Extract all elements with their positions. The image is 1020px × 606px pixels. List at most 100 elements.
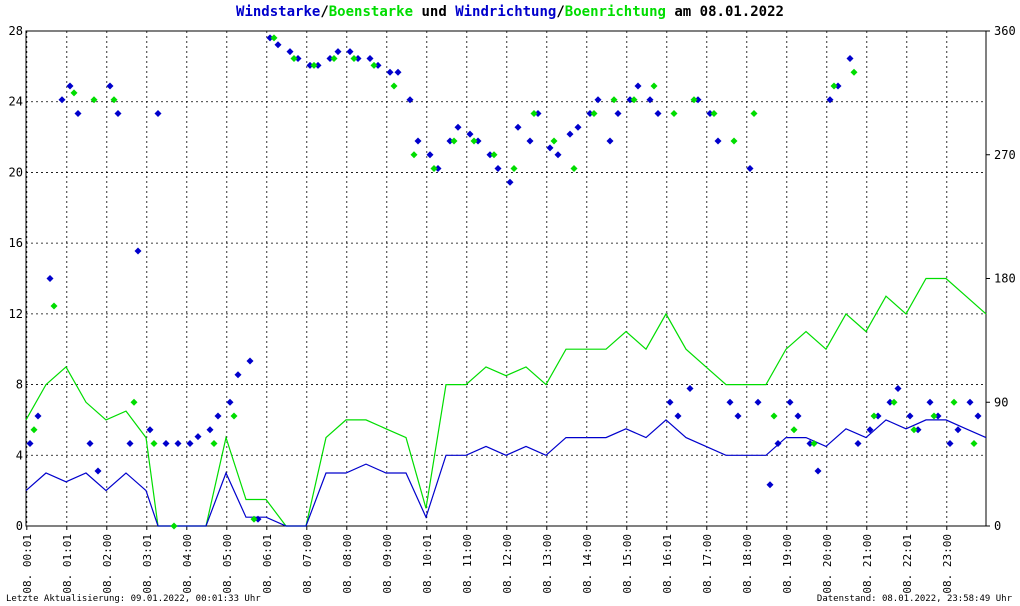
title-slash: / — [556, 4, 565, 20]
wind-direction-point — [894, 385, 902, 392]
gust-direction-point — [690, 96, 698, 104]
footer-data-status: Datenstand: 08.01.2022, 23:58:49 Uhr — [816, 594, 1012, 604]
wind-direction-point — [446, 137, 454, 145]
wind-direction-point — [274, 41, 282, 49]
title-date: am 08.01.2022 — [665, 4, 784, 20]
wind-direction-point — [926, 398, 934, 406]
gust-direction-point — [670, 110, 678, 117]
y-right-tick-label: 180 — [994, 272, 1016, 286]
gust-direction-point — [590, 110, 598, 117]
gust-direction-point — [630, 96, 638, 104]
wind-direction-point — [146, 426, 154, 434]
x-tick-label: 08. 23:00 — [941, 534, 954, 594]
x-tick-label: 08. 06:01 — [261, 534, 274, 594]
gust-direction-point — [790, 426, 798, 434]
y-left-tick-label: 28 — [9, 24, 23, 38]
wind-direction-point — [914, 426, 922, 434]
wind-direction-point — [46, 275, 54, 282]
wind-direction-point — [614, 110, 622, 117]
wind-direction-point — [366, 55, 374, 62]
gust-direction-point — [130, 398, 138, 406]
gust-direction-point — [290, 55, 298, 62]
wind-direction-point — [534, 110, 542, 117]
gust-direction-point — [750, 110, 758, 117]
wind-direction-point — [626, 96, 634, 104]
wind-direction-point — [806, 440, 814, 447]
wind-direction-point — [586, 110, 594, 117]
wind-direction-point — [574, 123, 582, 131]
gust-direction-point — [250, 515, 258, 523]
wind-direction-point — [58, 96, 66, 104]
footer-last-update: Letzte Aktualisierung: 09.01.2022, 00:01… — [6, 594, 261, 604]
gust-direction-point — [510, 165, 518, 172]
gust-direction-point — [950, 398, 958, 406]
wind-direction-point — [26, 440, 34, 447]
wind-direction-point — [734, 412, 742, 420]
wind-direction-point — [954, 426, 962, 434]
wind-direction-point — [594, 96, 602, 104]
wind-direction-point — [814, 467, 822, 475]
wind-direction-point — [214, 412, 222, 420]
wind-direction-point — [766, 481, 774, 489]
chart-title: Windstarke/Boenstarke und Windrichtung/B… — [0, 4, 1020, 20]
wind-direction-point — [354, 55, 362, 62]
wind-direction-point — [674, 412, 682, 420]
wind-direction-point — [246, 357, 254, 365]
wind-direction-point — [266, 34, 274, 42]
title-windstarke: Windstarke — [236, 4, 321, 20]
wind-direction-point — [654, 110, 662, 117]
x-tick-label: 08. 17:00 — [701, 534, 714, 594]
wind-direction-point — [86, 440, 94, 447]
wind-direction-point — [454, 123, 462, 131]
wind-direction-point — [486, 151, 494, 159]
wind-direction-point — [846, 55, 854, 62]
gust-direction-point — [70, 89, 78, 97]
wind-direction-point — [906, 412, 914, 420]
wind-direction-point — [686, 385, 694, 392]
gust-direction-point — [270, 34, 278, 42]
x-tick-label: 08. 07:00 — [301, 534, 314, 594]
gust-direction-point — [870, 412, 878, 420]
wind-direction-point — [174, 440, 182, 447]
wind-direction-point — [774, 440, 782, 447]
wind-direction-point — [726, 398, 734, 406]
x-tick-label: 08. 01:01 — [61, 534, 74, 594]
gust-direction-point — [330, 55, 338, 62]
wind-direction-point — [786, 398, 794, 406]
gust-direction-point — [410, 151, 418, 159]
x-tick-label: 08. 19:00 — [781, 534, 794, 594]
gust-direction-point — [210, 440, 218, 447]
wind-direction-point — [514, 123, 522, 131]
wind-direction-point — [406, 96, 414, 104]
wind-direction-point — [106, 82, 114, 90]
y-left-tick-label: 8 — [16, 378, 23, 392]
gust-direction-point — [730, 137, 738, 145]
wind-direction-point — [546, 144, 554, 152]
wind-direction-point — [974, 412, 982, 420]
wind-direction-point — [94, 467, 102, 475]
x-tick-label: 08. 11:00 — [461, 534, 474, 594]
x-tick-label: 08. 15:00 — [621, 534, 634, 594]
wind-direction-point — [314, 61, 322, 69]
gust-direction-point — [830, 82, 838, 90]
gust-direction-point — [930, 412, 938, 420]
wind-direction-point — [66, 82, 74, 90]
wind-direction-point — [194, 433, 202, 441]
y-right-tick-label: 360 — [994, 24, 1016, 38]
title-windrichtung: Windrichtung — [455, 4, 557, 20]
x-tick-label: 08. 09:00 — [381, 534, 394, 594]
wind-direction-point — [426, 151, 434, 159]
wind-direction-point — [694, 96, 702, 104]
x-tick-label: 08. 16:01 — [661, 534, 674, 594]
y-left-tick-label: 24 — [9, 95, 23, 109]
wind-direction-point — [714, 137, 722, 145]
wind-direction-point — [254, 515, 262, 523]
gust-direction-point — [450, 137, 458, 145]
x-tick-label: 08. 05:00 — [221, 534, 234, 594]
wind-direction-point — [854, 440, 862, 447]
gust-direction-point — [310, 61, 318, 69]
wind-direction-point — [646, 96, 654, 104]
y-left-tick-label: 4 — [16, 448, 23, 462]
title-boenstarke: Boenstarke — [328, 4, 414, 20]
y-right-tick-label: 270 — [994, 148, 1016, 162]
